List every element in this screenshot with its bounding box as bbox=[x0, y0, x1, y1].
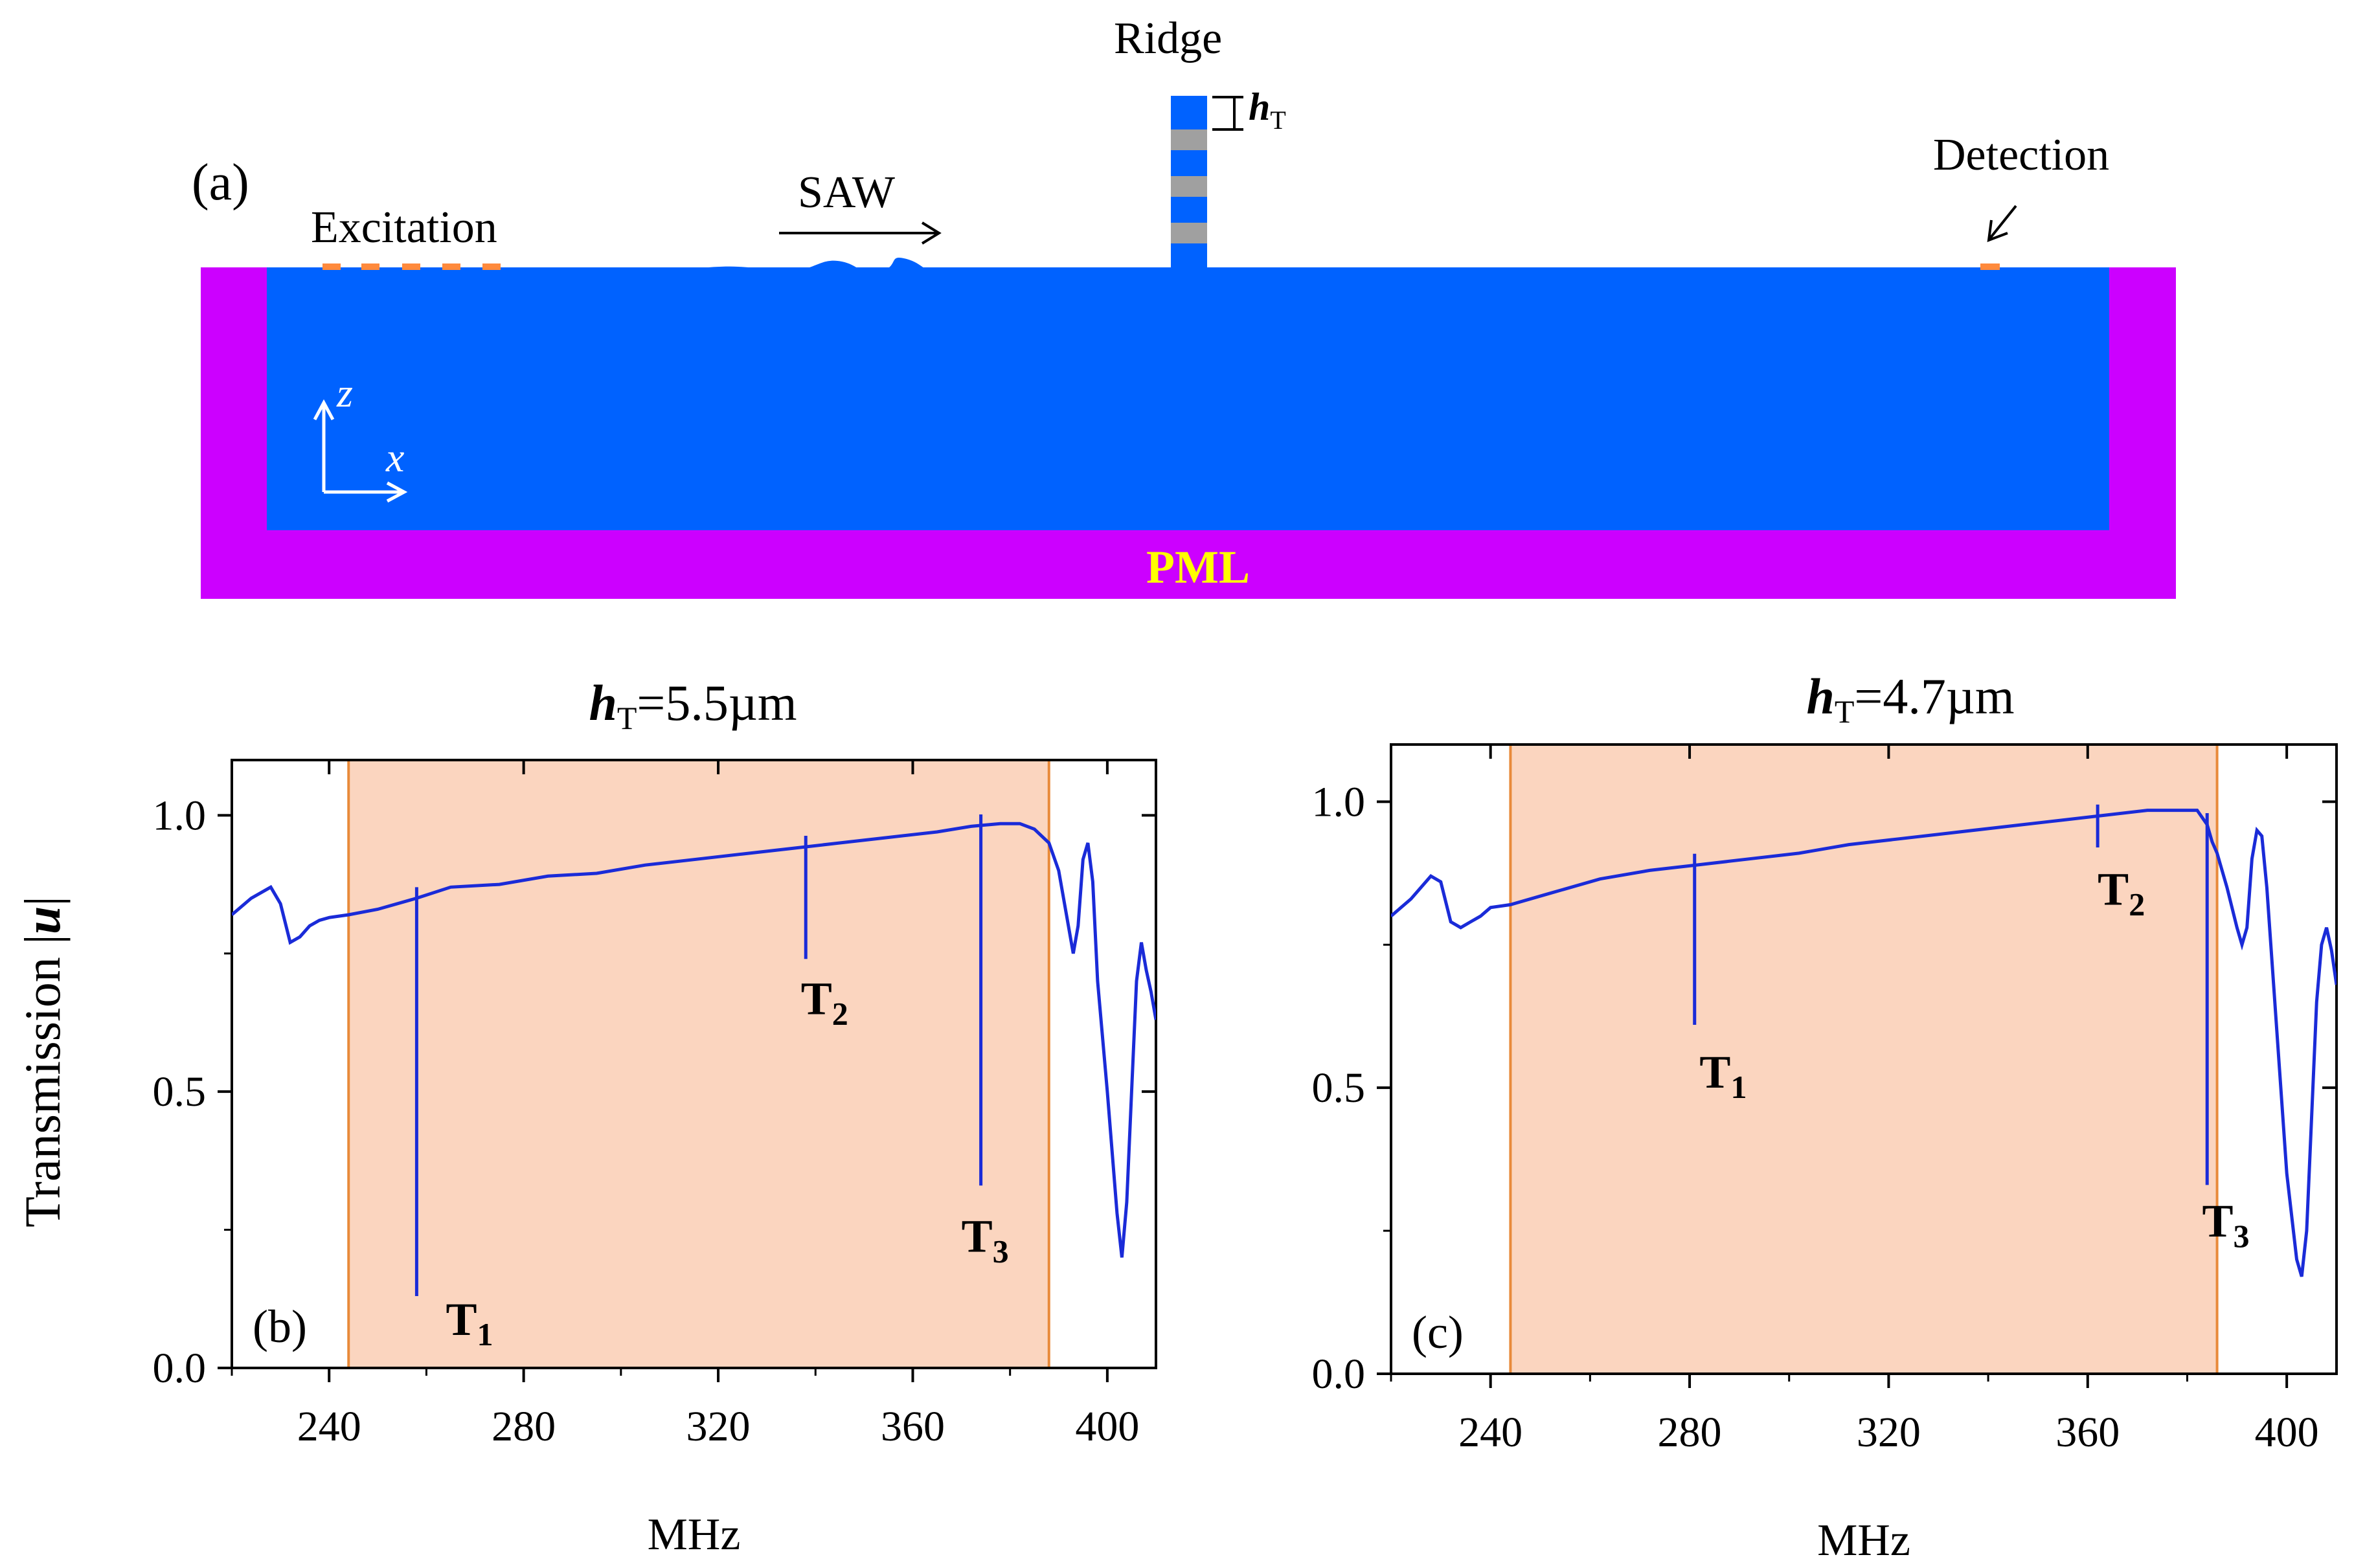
axes-indicator bbox=[313, 399, 408, 503]
x-tick-label: 400 bbox=[2255, 1409, 2319, 1456]
ridge-layer bbox=[1171, 223, 1207, 243]
x-tick-label: 280 bbox=[1658, 1409, 1722, 1456]
panel-label: (c) bbox=[1412, 1306, 1464, 1358]
dip-label-t1: T1 bbox=[446, 1294, 493, 1352]
dip-label-t3: T3 bbox=[2202, 1195, 2250, 1254]
transmission-line bbox=[232, 822, 1156, 1258]
ridge bbox=[1171, 96, 1207, 271]
excitation-label: Excitation bbox=[311, 203, 497, 252]
electrode bbox=[323, 263, 341, 270]
x-axis-label: MHz bbox=[648, 1510, 741, 1560]
dip-label-letter: T bbox=[962, 1211, 993, 1262]
dip-label-t3: T3 bbox=[962, 1211, 1009, 1270]
chart-title: hT=5.5µm bbox=[589, 675, 797, 736]
dip-label-letter: T bbox=[1699, 1046, 1730, 1098]
electrode bbox=[482, 263, 501, 270]
pml-label: PML bbox=[1146, 541, 1250, 593]
saw-label: SAW bbox=[798, 168, 895, 218]
y-tick-label: 0.0 bbox=[1312, 1350, 1366, 1398]
stopband-region bbox=[347, 759, 1050, 1369]
dip-label-index: 3 bbox=[2234, 1218, 2250, 1254]
y-axis-label-text: Transmission | bbox=[14, 934, 71, 1227]
stopband-region bbox=[1509, 743, 2219, 1375]
dip-label-letter: T bbox=[801, 973, 832, 1025]
x-tick-label: 360 bbox=[881, 1403, 945, 1450]
y-tick-label: 0.0 bbox=[153, 1345, 207, 1392]
chart-title-subscript: T bbox=[1835, 693, 1855, 730]
chart-title-subscript: T bbox=[617, 700, 637, 736]
ht-label: hT bbox=[1249, 85, 1286, 135]
dip-label-letter: T bbox=[2202, 1195, 2234, 1247]
saw-wave bbox=[267, 258, 1172, 285]
plot-frame bbox=[231, 759, 1157, 1369]
dip-label-index: 2 bbox=[2129, 886, 2145, 922]
transmission-line bbox=[1391, 809, 2337, 1277]
y-axis-label: Transmission |u| bbox=[14, 896, 71, 1227]
y-tick-label: 1.0 bbox=[153, 792, 207, 839]
dip-label-letter: T bbox=[2098, 863, 2129, 915]
x-tick-label: 360 bbox=[2055, 1409, 2120, 1456]
y-axis-label-bar: | bbox=[14, 896, 71, 906]
panel-label: (b) bbox=[253, 1301, 307, 1352]
chart-panel-c: 240 280 320 360 4000.00.51.0T1T2T3(c)hT=4.7µ… bbox=[1312, 668, 2338, 1565]
x-tick-label: 280 bbox=[492, 1403, 556, 1450]
dip-label-index: 3 bbox=[993, 1233, 1009, 1270]
dip-label-t1: T1 bbox=[1699, 1046, 1747, 1105]
x-tick-label: 240 bbox=[297, 1403, 361, 1450]
x-tick-label: 240 bbox=[1458, 1409, 1522, 1456]
detection-electrode bbox=[1980, 263, 2000, 270]
ridge-label: Ridge bbox=[1114, 14, 1222, 63]
x-tick-label: 320 bbox=[686, 1403, 751, 1450]
y-axis-label-symbol: u bbox=[14, 906, 71, 934]
x-tick-label: 320 bbox=[1857, 1409, 1921, 1456]
saw-arrow bbox=[779, 221, 942, 245]
electrode bbox=[361, 263, 379, 270]
schematic-panel-a: hT (a) Ridge Excitation SAW Detection PM… bbox=[192, 14, 2176, 599]
ht-marker bbox=[1212, 96, 1243, 131]
chart-title: hT=4.7µm bbox=[1806, 668, 2014, 730]
dip-label-index: 2 bbox=[832, 996, 848, 1032]
ridge-layer bbox=[1171, 129, 1207, 150]
detection-arrow bbox=[1987, 205, 2017, 243]
plot-frame bbox=[1390, 743, 2338, 1375]
axis-x-label: x bbox=[385, 434, 404, 480]
dip-label-t2: T2 bbox=[2098, 863, 2145, 922]
detection-label: Detection bbox=[1933, 130, 2109, 180]
chart-title-value: =5.5µm bbox=[637, 675, 797, 731]
substrate bbox=[267, 267, 2109, 530]
panel-a-label: (a) bbox=[192, 154, 249, 211]
electrode bbox=[442, 263, 460, 270]
x-tick-label: 400 bbox=[1075, 1403, 1139, 1450]
chart-title-symbol: h bbox=[589, 675, 617, 731]
x-axis-label: MHz bbox=[1817, 1516, 1910, 1565]
chart-title-symbol: h bbox=[1806, 668, 1834, 724]
electrode bbox=[402, 263, 420, 270]
ridge-layer bbox=[1171, 176, 1207, 197]
y-tick-label: 1.0 bbox=[1312, 778, 1366, 825]
excitation-electrodes bbox=[323, 263, 501, 270]
axis-z-label: z bbox=[336, 370, 353, 416]
dip-label-index: 1 bbox=[1730, 1069, 1747, 1105]
dip-label-letter: T bbox=[446, 1294, 477, 1345]
dip-label-index: 1 bbox=[477, 1316, 493, 1352]
dip-label-t2: T2 bbox=[801, 973, 848, 1032]
y-tick-label: 0.5 bbox=[1312, 1064, 1366, 1112]
y-tick-label: 0.5 bbox=[153, 1068, 207, 1115]
chart-panel-b: 240 280 320 360 4000.00.51.0T1T2T3(b)hT=5.5µ… bbox=[153, 675, 1157, 1560]
chart-title-value: =4.7µm bbox=[1854, 668, 2014, 724]
